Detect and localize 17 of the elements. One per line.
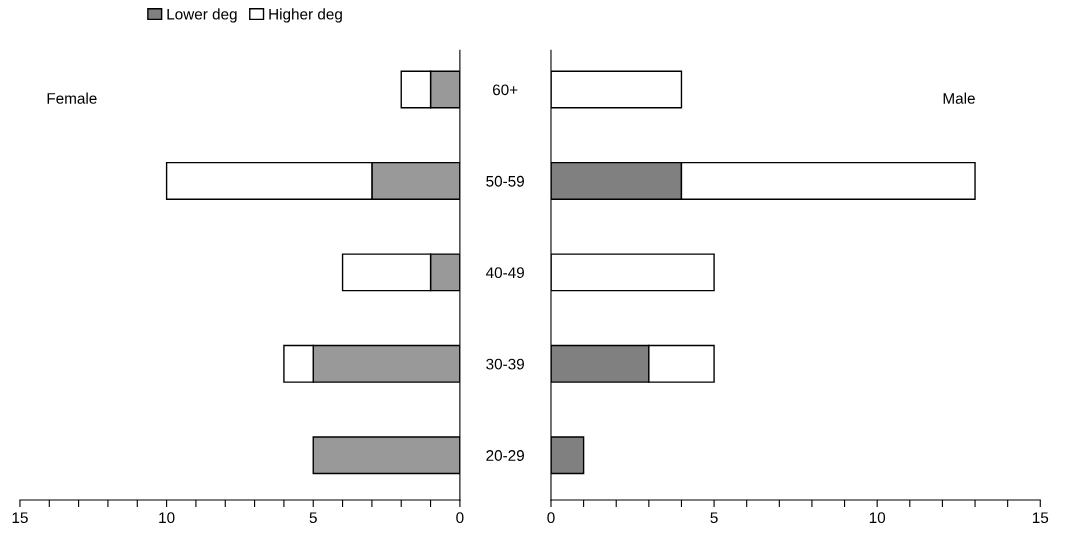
y-tick-label: 20-29 (486, 450, 524, 461)
x-tick-label: 15 (12, 512, 28, 524)
annotation: Female (47, 92, 97, 104)
x-tick-label: 0 (456, 512, 464, 524)
legend-label: Lower deg (167, 8, 237, 23)
x-tick-label: 5 (710, 512, 718, 524)
y-tick-label: 50-59 (486, 175, 524, 187)
y-tick-label: 30-39 (486, 358, 524, 370)
annotation: Male (943, 92, 975, 104)
x-tick-label: 10 (159, 512, 175, 524)
x-tick-label: 5 (309, 512, 317, 524)
x-tick-label: 15 (1032, 512, 1049, 524)
x-tick-label: 0 (547, 512, 555, 524)
y-tick-label: 40-49 (485, 267, 524, 279)
x-tick-label: 10 (869, 512, 886, 524)
y-tick-label: 60+ (492, 84, 518, 96)
legend-label: Higher deg (269, 8, 342, 23)
